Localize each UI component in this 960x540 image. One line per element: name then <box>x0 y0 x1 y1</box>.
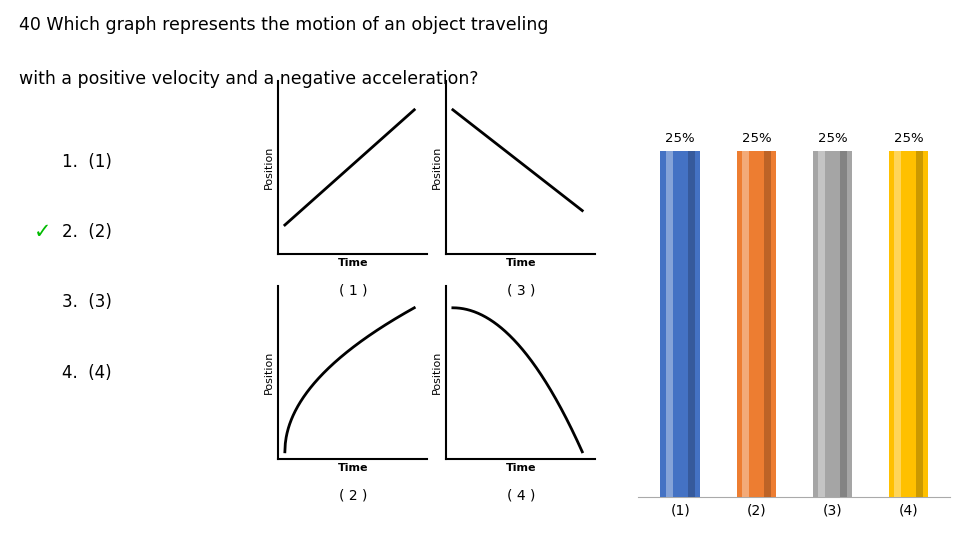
Bar <box>813 151 852 497</box>
Text: with a positive velocity and a negative acceleration?: with a positive velocity and a negative … <box>19 70 479 88</box>
Y-axis label: Position: Position <box>264 146 275 189</box>
Text: 1.  (1): 1. (1) <box>62 153 112 171</box>
X-axis label: Time: Time <box>506 463 536 473</box>
Text: ✓: ✓ <box>34 222 51 242</box>
Text: ( 2 ): ( 2 ) <box>339 489 367 503</box>
Y-axis label: Position: Position <box>264 351 275 394</box>
Bar <box>764 151 771 497</box>
X-axis label: Time: Time <box>338 463 368 473</box>
Y-axis label: Position: Position <box>432 146 443 189</box>
Bar <box>916 151 924 497</box>
Text: ( 1 ): ( 1 ) <box>339 284 367 298</box>
Text: 25%: 25% <box>665 132 695 145</box>
Text: 4.  (4): 4. (4) <box>62 363 112 382</box>
Bar <box>818 151 825 497</box>
Y-axis label: Position: Position <box>432 351 443 394</box>
Bar <box>687 151 695 497</box>
Bar <box>742 151 749 497</box>
Bar <box>665 151 673 497</box>
Text: ( 4 ): ( 4 ) <box>507 489 535 503</box>
Bar <box>660 151 700 497</box>
Bar <box>736 151 776 497</box>
Bar <box>889 151 928 497</box>
Text: 25%: 25% <box>818 132 848 145</box>
Bar <box>894 151 901 497</box>
Text: 25%: 25% <box>894 132 924 145</box>
X-axis label: Time: Time <box>338 258 368 268</box>
Text: ( 3 ): ( 3 ) <box>507 284 535 298</box>
Text: 25%: 25% <box>741 132 771 145</box>
Text: 2.  (2): 2. (2) <box>62 223 112 241</box>
Text: 3.  (3): 3. (3) <box>62 293 112 312</box>
Bar <box>840 151 847 497</box>
X-axis label: Time: Time <box>506 258 536 268</box>
Text: 40 Which graph represents the motion of an object traveling: 40 Which graph represents the motion of … <box>19 16 549 34</box>
